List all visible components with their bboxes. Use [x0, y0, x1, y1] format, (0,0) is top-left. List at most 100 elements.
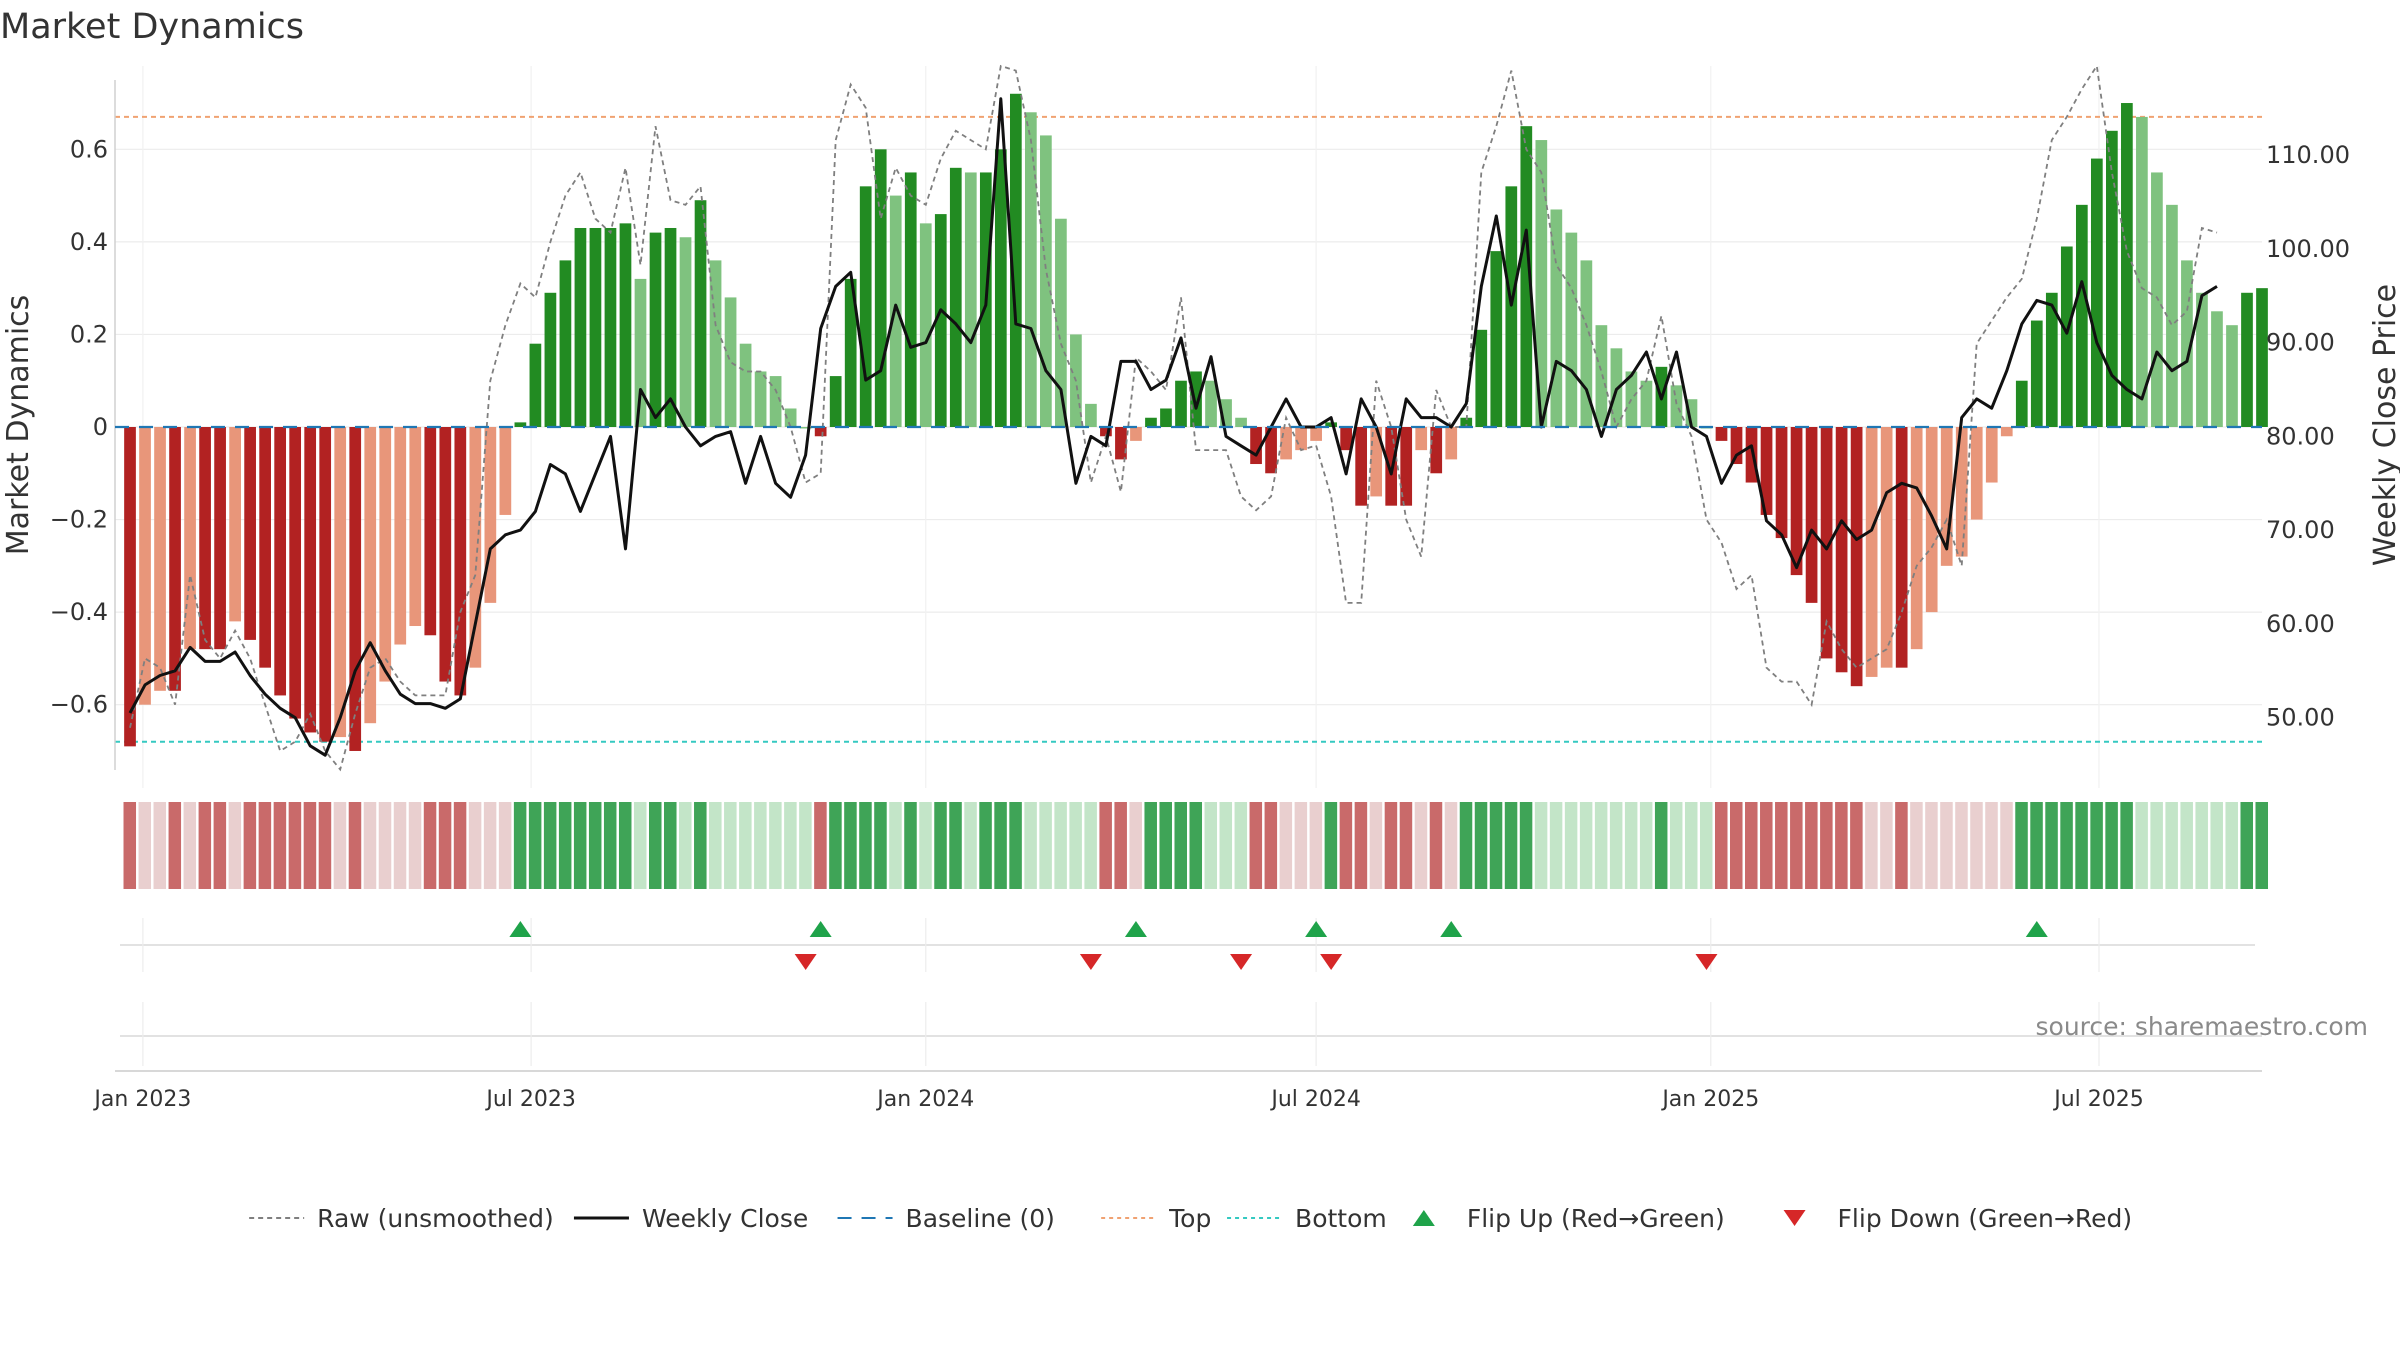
dynamics-bar: [2030, 320, 2043, 427]
legend-label: Raw (unsmoothed): [317, 1204, 554, 1233]
dynamics-bar: [1009, 93, 1022, 428]
dynamics-bar: [829, 376, 842, 427]
dynamics-bar: [2060, 246, 2073, 427]
regime-cell: [1024, 802, 1037, 889]
regime-cell: [468, 802, 482, 889]
dynamics-bar: [244, 427, 256, 640]
dynamics-bar: [934, 214, 947, 427]
regime-cell: [1925, 802, 1938, 889]
dynamics-bar: [1625, 371, 1638, 427]
dynamics-bar: [1745, 427, 1758, 483]
dynamics-bar: [469, 427, 482, 668]
y-tick-right-label: 80.00: [2266, 422, 2335, 450]
regime-cell: [784, 802, 797, 889]
regime-cell: [2180, 802, 2193, 889]
dynamics-bar: [649, 232, 662, 427]
regime-cell: [168, 802, 182, 889]
regime-cell: [1835, 802, 1848, 889]
legend-item: Bottom: [1227, 1204, 1387, 1233]
regime-cell: [2090, 802, 2103, 889]
regime-cell: [2045, 802, 2058, 889]
dynamics-bar: [289, 427, 302, 719]
regime-cell: [1609, 802, 1623, 889]
dynamics-bar: [259, 427, 271, 668]
dynamics-bar: [1100, 427, 1112, 437]
dynamics-bar: [439, 427, 452, 682]
dynamics-bar: [904, 172, 917, 427]
dynamics-bar: [1730, 427, 1743, 465]
regime-cell: [994, 802, 1007, 889]
dynamics-bar: [499, 427, 512, 515]
dynamics-bar: [1295, 427, 1307, 451]
regime-cell: [648, 802, 662, 889]
regime-cell: [724, 802, 737, 889]
regime-cell: [1699, 802, 1713, 889]
dynamics-bar: [679, 237, 692, 427]
dynamics-bar: [2015, 380, 2028, 427]
dynamics-bar: [1535, 140, 1548, 428]
regime-cell: [949, 802, 962, 889]
regime-cell: [1354, 802, 1368, 889]
regime-cell: [1669, 802, 1683, 889]
dynamics-bar: [1910, 427, 1923, 650]
regime-cell: [228, 802, 242, 889]
legend-label: Flip Down (Green→Red): [1838, 1204, 2133, 1233]
regime-cell: [2165, 802, 2178, 889]
regime-cell: [1204, 802, 1218, 889]
regime-cell: [739, 802, 752, 889]
regime-cell: [1429, 802, 1443, 889]
dynamics-bar: [529, 343, 542, 427]
regime-cell: [1760, 802, 1773, 889]
dynamics-bar: [859, 186, 872, 427]
y-tick-left-label: 0.2: [70, 320, 108, 348]
y-axis-right-label: Weekly Close Price: [2368, 284, 2400, 566]
dynamics-bar: [1370, 427, 1383, 497]
legend-label: Top: [1168, 1204, 1211, 1233]
dynamics-bar: [124, 427, 136, 747]
regime-cell: [1579, 802, 1593, 889]
regime-cell: [303, 802, 317, 889]
x-tick-label: Jul 2025: [2052, 1087, 2144, 1112]
dynamics-bar: [994, 149, 1007, 428]
regime-cell: [1399, 802, 1413, 889]
dynamics-bar: [154, 427, 166, 691]
regime-cell: [1444, 802, 1458, 889]
dynamics-bar: [1565, 232, 1578, 427]
dynamics-bar: [139, 427, 151, 705]
dynamics-bar: [1445, 427, 1458, 460]
dynamics-bar: [484, 427, 497, 603]
dynamics-bar: [349, 427, 362, 751]
regime-cell: [904, 802, 917, 889]
regime-cell: [483, 802, 497, 889]
dynamics-bar: [2211, 311, 2223, 427]
date-axis: Jan 2023 Jul 2023 Jan 2024 Jul 2024 Jan 2025…: [92, 1002, 2262, 1112]
regime-cell: [679, 802, 692, 889]
dynamics-bar: [454, 427, 467, 696]
regime-cell: [1369, 802, 1383, 889]
regime-cell: [273, 802, 287, 889]
dynamics-bar: [379, 427, 392, 682]
dynamics-bar: [1550, 209, 1563, 427]
regime-cell: [138, 802, 152, 889]
raw-unsmoothed-line: [129, 63, 2218, 772]
regime-cell: [1099, 802, 1112, 889]
dynamics-bar: [1430, 427, 1443, 474]
regime-cell: [664, 802, 677, 889]
regime-cell: [2075, 802, 2088, 889]
dynamics-bar: [1250, 427, 1262, 465]
regime-cell: [859, 802, 872, 889]
regime-cell: [558, 802, 572, 889]
dynamics-bar: [1985, 427, 1998, 483]
regime-cell: [1654, 802, 1668, 889]
regime-cell: [333, 802, 347, 889]
regime-cell: [2105, 802, 2118, 889]
regime-cell: [2195, 802, 2208, 889]
dynamics-bar: [1580, 260, 1593, 427]
regime-cell: [1084, 802, 1097, 889]
regime-cell: [1189, 802, 1203, 889]
dynamics-bar: [1175, 380, 1187, 427]
dynamics-bar: [1400, 427, 1413, 506]
dynamics-bar: [1355, 427, 1368, 506]
dynamics-bar: [1895, 427, 1908, 668]
regime-cell: [1534, 802, 1548, 889]
